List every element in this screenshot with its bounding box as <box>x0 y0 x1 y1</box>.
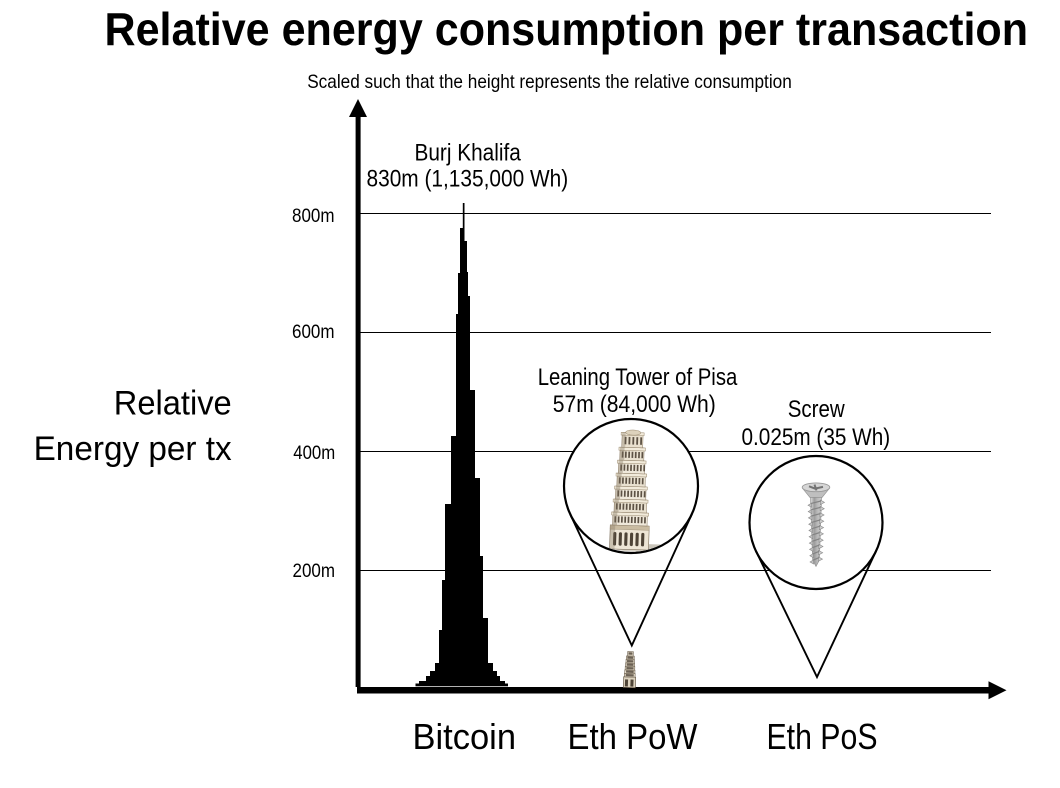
svg-text:Relative energy consumption pe: Relative energy consumption per transact… <box>105 3 1029 55</box>
svg-text:Bitcoin: Bitcoin <box>413 716 517 757</box>
svg-text:0.025m (35 Wh): 0.025m (35 Wh) <box>742 424 891 451</box>
svg-text:800m: 800m <box>292 206 335 227</box>
svg-text:Screw: Screw <box>788 396 846 423</box>
svg-text:Energy per tx: Energy per tx <box>34 430 232 468</box>
svg-text:Eth PoS: Eth PoS <box>767 716 878 757</box>
svg-text:Eth PoW: Eth PoW <box>568 716 698 757</box>
svg-text:Scaled such that the height re: Scaled such that the height represents t… <box>307 71 792 93</box>
svg-text:Leaning Tower of Pisa: Leaning Tower of Pisa <box>538 364 738 391</box>
svg-text:Burj Khalifa: Burj Khalifa <box>415 139 522 166</box>
svg-text:200m: 200m <box>293 561 336 582</box>
svg-text:830m (1,135,000 Wh): 830m (1,135,000 Wh) <box>367 166 569 193</box>
svg-text:57m (84,000 Wh): 57m (84,000 Wh) <box>553 391 716 418</box>
svg-text:Relative: Relative <box>114 385 232 423</box>
svg-text:400m: 400m <box>293 443 335 464</box>
svg-text:600m: 600m <box>292 322 335 343</box>
